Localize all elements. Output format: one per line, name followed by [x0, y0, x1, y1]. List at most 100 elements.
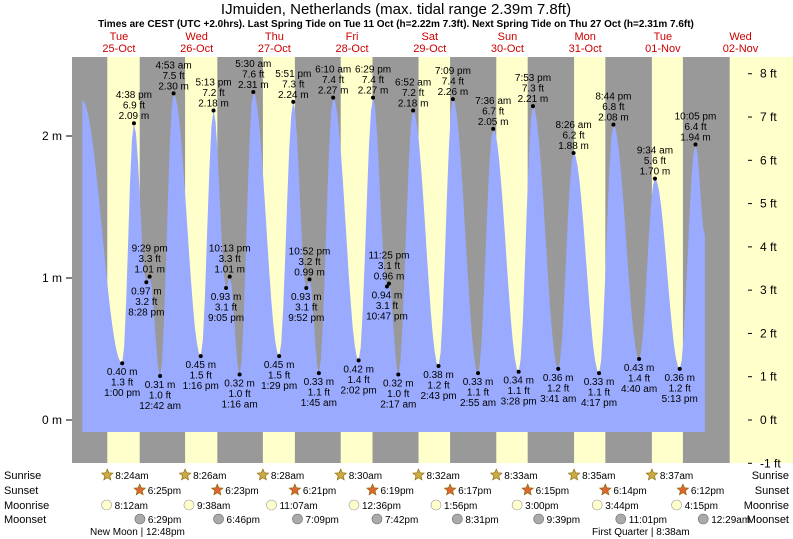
tide-label: 6:29 pm: [355, 65, 391, 76]
day-name-label: Thu: [265, 31, 284, 43]
moonrise-icon: [348, 499, 360, 511]
day-name-label: Wed: [185, 31, 207, 43]
tide-label: 1.2 ft: [547, 383, 569, 394]
tide-label: 2.09 m: [119, 111, 150, 122]
tide-label: 0.32 m: [224, 379, 255, 390]
sunrise-icon: [412, 468, 425, 481]
sunset-icon: [288, 483, 302, 496]
astro-table: Sunrise Sunrise Sunset Sunset Moonrise Moonri…: [4, 468, 789, 538]
tide-point: [331, 95, 336, 100]
left-axis-label: 1 m: [42, 271, 62, 285]
tide-label: 2.24 m: [278, 90, 309, 101]
tide-point: [158, 373, 163, 378]
tide-point: [384, 284, 389, 289]
tide-label: 6.4 ft: [684, 122, 706, 133]
tide-label: 0.36 m: [664, 373, 695, 384]
tide-label: 1.01 m: [214, 265, 245, 276]
sunrise-time: 8:24am: [115, 471, 148, 482]
day-date-label: 25-Oct: [102, 43, 135, 55]
sunset-time: 6:23pm: [225, 486, 258, 497]
right-axis-label: 8 ft: [760, 67, 777, 81]
moonset-time: 11:01pm: [629, 515, 667, 526]
tide-point: [144, 280, 149, 285]
tide-label: 2.27 m: [318, 86, 349, 97]
tide-label: 7.4 ft: [442, 77, 464, 88]
sunset-time: 6:17pm: [458, 486, 491, 497]
day-name-label: Fri: [346, 31, 359, 43]
moon-phase-first-quarter: First Quarter | 8:38am: [592, 527, 690, 538]
row-label-left: Moonset: [4, 514, 46, 526]
tide-label: 1.2 ft: [427, 381, 449, 392]
sunset-icon: [210, 483, 224, 496]
moonrise-time: 11:07am: [279, 501, 317, 512]
moonset-icon: [533, 513, 544, 525]
moonset-icon: [292, 513, 303, 525]
day-date-label: 27-Oct: [258, 43, 291, 55]
moonset-icon: [213, 513, 224, 525]
moonrise-time: 3:44pm: [605, 501, 638, 512]
tide-label: 0.94 m: [372, 291, 403, 302]
day-name-label: Tue: [654, 31, 673, 43]
moonrise-icon: [430, 499, 442, 511]
tide-label: 0.38 m: [423, 370, 454, 381]
moonset-icon: [615, 513, 627, 525]
moonrise-icon: [591, 499, 603, 511]
sunset-time: 6:12pm: [691, 486, 724, 497]
tide-point: [556, 366, 561, 371]
tide-label: 10:05 pm: [675, 112, 717, 123]
tide-label: 5:13 pm: [662, 394, 698, 405]
right-axis-label: -1 ft: [760, 456, 781, 470]
tide-label: 7.5 ft: [162, 71, 184, 82]
tide-label: 10:13 pm: [209, 244, 251, 255]
tide-label: 9:29 pm: [132, 244, 168, 255]
left-axis-label: 0 m: [42, 413, 62, 427]
tide-label: 3.3 ft: [219, 254, 241, 265]
day-name-label: Sun: [498, 31, 518, 43]
moonset-time: 12:29am: [711, 515, 750, 526]
day-name-label: Tue: [110, 31, 129, 43]
sunset-time: 6:15pm: [536, 486, 569, 497]
right-axis-label: 0 ft: [760, 413, 777, 427]
chart-title: IJmuiden, Netherlands (max. tidal range …: [221, 1, 571, 18]
tide-label: 1.1 ft: [508, 386, 530, 397]
day-date-label: 30-Oct: [491, 43, 524, 55]
tide-label: 4:17 pm: [581, 398, 617, 409]
right-axis-label: 6 ft: [760, 153, 777, 167]
tide-point: [597, 371, 602, 376]
tide-point: [411, 108, 416, 113]
tide-label: 2:43 pm: [420, 391, 456, 402]
tide-points: 0.40 m1.3 ft1:00 pm 4:38 pm6.9 ft2.09 m 0.…: [104, 59, 716, 412]
tide-label: 1.5 ft: [190, 371, 212, 382]
moonrise-time: 9:38am: [197, 501, 230, 512]
tide-water-area: [82, 92, 705, 432]
sunset-icon: [521, 483, 535, 496]
moonrise-icon: [183, 499, 195, 511]
tide-label: 1.2 ft: [669, 383, 691, 394]
tide-label: 1:16 am: [222, 400, 258, 411]
day-name-label: Sat: [421, 31, 438, 43]
tide-label: 8:26 am: [556, 120, 592, 131]
right-axis-label: 3 ft: [760, 283, 777, 297]
daylight-band: [729, 57, 752, 463]
tide-label: 1.1 ft: [308, 388, 330, 399]
tide-label: 3.2 ft: [298, 257, 320, 268]
sunrise-time: 8:33am: [504, 471, 537, 482]
tide-area: [82, 92, 705, 432]
tide-point: [693, 142, 698, 147]
tide-point: [637, 356, 642, 361]
row-label-left: Moonrise: [4, 500, 49, 512]
tide-label: 0.32 m: [383, 379, 414, 390]
sunset-time: 6:19pm: [380, 486, 413, 497]
tide-point: [571, 151, 576, 156]
tide-label: 3:28 pm: [501, 397, 537, 408]
tide-label: 3.1 ft: [215, 302, 237, 313]
tide-label: 3.3 ft: [139, 254, 161, 265]
tide-label: 6.8 ft: [602, 102, 624, 113]
tide-label: 11:25 pm: [369, 251, 410, 262]
tide-label: 9:34 am: [637, 146, 673, 157]
tide-label: 3.1 ft: [295, 302, 317, 313]
tide-label: 3:41 am: [540, 394, 576, 405]
tide-label: 0.40 m: [107, 367, 138, 378]
moonrise-time: 4:15pm: [685, 501, 718, 512]
